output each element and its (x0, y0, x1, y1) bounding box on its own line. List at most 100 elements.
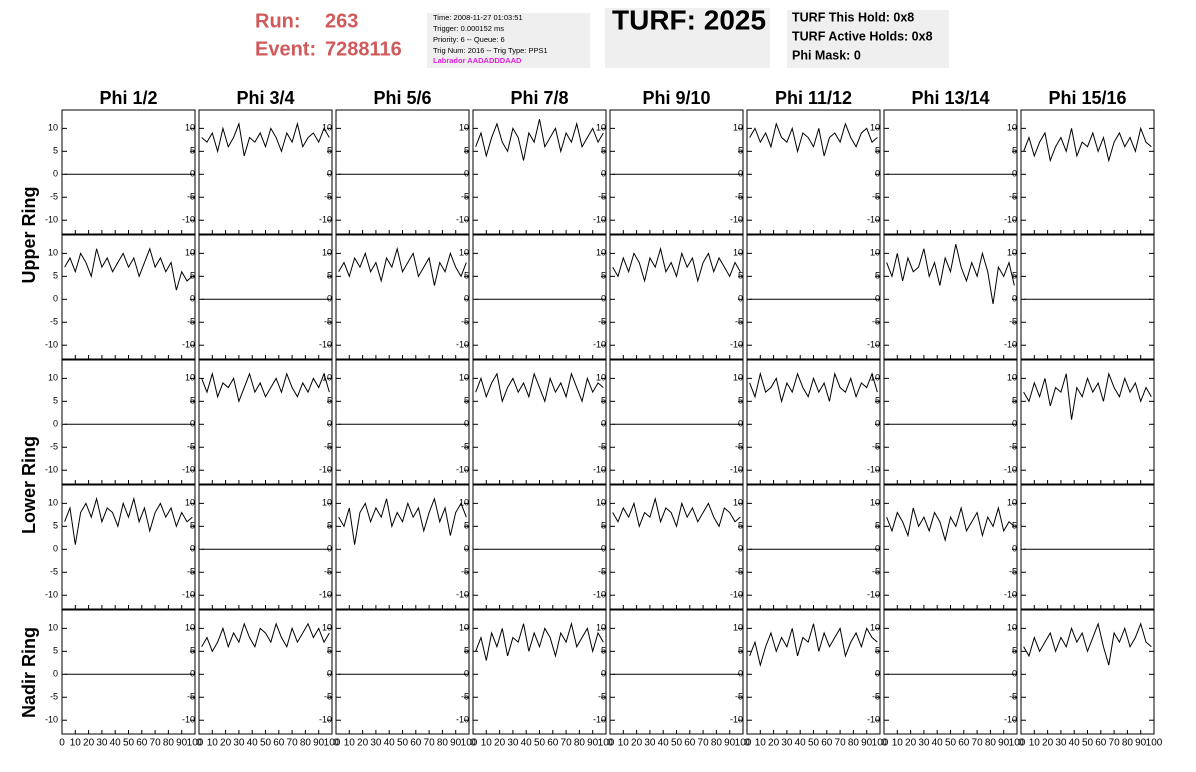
waveform (475, 621, 604, 661)
y-tick-label: -5 (735, 192, 743, 202)
panel: -10 -5 0 5 10 (1004, 109, 1155, 235)
x-tick-label: 20 (905, 738, 917, 749)
x-tick-label: 20 (631, 738, 643, 749)
y-tick-label: 5 (190, 396, 195, 406)
x-tick-label: 10 (344, 738, 356, 749)
x-tick-label: 30 (781, 738, 793, 749)
x-tick-label: 80 (574, 738, 586, 749)
panel: -10 -5 0 5 10 (182, 109, 333, 235)
waveform (64, 496, 193, 545)
y-tick-label: 5 (327, 646, 332, 656)
y-tick-label: 5 (327, 396, 332, 406)
x-tick-label: 90 (861, 738, 873, 749)
turf-info-box (787, 10, 949, 68)
y-tick-label: 10 (459, 123, 469, 133)
waveform (749, 122, 878, 157)
y-tick-label: 0 (190, 169, 195, 179)
panel: -10 -5 0 5 10 (45, 234, 196, 360)
y-tick-label: 5 (1012, 396, 1017, 406)
y-tick-label: -10 (45, 340, 58, 350)
y-tick-label: -5 (598, 692, 606, 702)
y-tick-label: -10 (456, 215, 469, 225)
y-tick-label: -5 (324, 692, 332, 702)
y-tick-label: -5 (187, 317, 195, 327)
y-tick-label: -5 (1009, 317, 1017, 327)
panel-frame (746, 234, 881, 360)
y-tick-label: 0 (1012, 544, 1017, 554)
y-tick-label: 10 (185, 373, 195, 383)
panel: -10 -5 0 5 10 (593, 234, 744, 360)
panel-frame (198, 484, 333, 610)
y-tick-label: 0 (1012, 169, 1017, 179)
y-tick-label: -5 (735, 692, 743, 702)
y-tick-label: -10 (867, 215, 880, 225)
y-tick-label: 0 (53, 294, 58, 304)
column-title: Phi 3/4 (236, 88, 294, 108)
panel: -10 -5 0 5 10 (730, 484, 881, 610)
panel-frame (198, 109, 333, 235)
y-tick-label: 10 (596, 623, 606, 633)
y-tick-label: 0 (464, 669, 469, 679)
y-tick-label: -5 (598, 317, 606, 327)
y-tick-label: 10 (733, 248, 743, 258)
panel: -10 -5 0 5 10 (730, 109, 881, 235)
panel-frame (472, 484, 607, 610)
x-tick-label: 70 (972, 738, 984, 749)
y-tick-label: 5 (190, 646, 195, 656)
x-tick-label: 70 (561, 738, 573, 749)
y-tick-label: -10 (456, 465, 469, 475)
y-tick-label: -5 (50, 317, 58, 327)
panel-frame (1020, 109, 1155, 235)
panel: -10 -5 0 5 10 (319, 234, 470, 360)
y-tick-label: -5 (872, 192, 880, 202)
y-tick-label: -10 (1004, 590, 1017, 600)
waveform (612, 246, 741, 283)
y-tick-label: 10 (1007, 498, 1017, 508)
x-tick-label: 90 (724, 738, 736, 749)
y-tick-label: -5 (735, 567, 743, 577)
x-tick-label: 0 (59, 738, 65, 749)
y-tick-label: 5 (875, 521, 880, 531)
x-tick-label: 0 (607, 738, 613, 749)
x-tick-label: 30 (233, 738, 245, 749)
y-tick-label: 5 (464, 521, 469, 531)
y-tick-label: -10 (45, 715, 58, 725)
y-tick-label: 5 (1012, 521, 1017, 531)
x-tick-label: 30 (1055, 738, 1067, 749)
x-tick-label: 30 (644, 738, 656, 749)
column-title: Phi 5/6 (373, 88, 431, 108)
y-tick-label: 0 (601, 294, 606, 304)
y-tick-label: -5 (1009, 567, 1017, 577)
y-tick-label: -5 (187, 192, 195, 202)
y-tick-label: -5 (324, 442, 332, 452)
y-tick-label: 5 (53, 521, 58, 531)
column-title: Phi 13/14 (911, 88, 989, 108)
turf-info-line: TURF Active Holds: 0x8 (792, 29, 933, 43)
y-tick-label: 10 (322, 623, 332, 633)
y-tick-label: 5 (738, 646, 743, 656)
panel: -10 -5 0 5 10 (45, 359, 196, 485)
y-tick-label: 0 (464, 294, 469, 304)
y-tick-label: -10 (319, 215, 332, 225)
y-tick-label: 5 (53, 271, 58, 281)
waveform (475, 372, 604, 404)
turf-info-line: Phi Mask: 0 (792, 48, 861, 62)
y-tick-label: 5 (738, 521, 743, 531)
x-tick-label: 80 (163, 738, 175, 749)
y-tick-label: 10 (1007, 623, 1017, 633)
y-tick-label: -5 (1009, 692, 1017, 702)
y-tick-label: 0 (875, 544, 880, 554)
y-tick-label: -5 (187, 567, 195, 577)
panel: -10 -5 0 5 10 (593, 359, 744, 485)
waveform (64, 247, 193, 291)
x-tick-label: 100 (1009, 738, 1026, 749)
y-tick-label: 5 (601, 646, 606, 656)
y-tick-label: -5 (598, 192, 606, 202)
panel-frame (61, 484, 196, 610)
y-tick-label: 10 (459, 248, 469, 258)
